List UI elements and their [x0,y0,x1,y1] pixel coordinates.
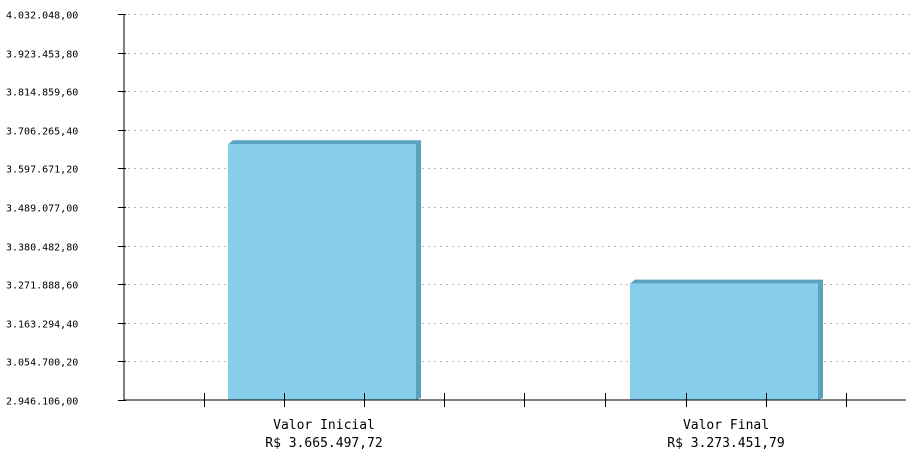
y-tick-label: 3.814.859,60 [6,88,78,99]
y-tick-label: 3.923.453,80 [6,50,78,61]
y-tick-label: 2.946.106,00 [6,397,78,408]
category-labels: Valor Inicial R$ 3.665.497,72 Valor Final R… [265,418,784,451]
y-tick-label: 3.706.265,40 [6,127,78,138]
category-label: Valor Inicial [273,418,375,433]
y-tick-label: 4.032.048,00 [6,11,78,22]
y-tick-label: 3.163.294,40 [6,320,78,331]
x-axis-ticks [204,393,847,407]
bars [228,140,823,400]
y-tick-label: 3.489.077,00 [6,204,78,215]
y-axis-ticks: 2.946.106,00 3.054.700,20 3.163.294,40 3.27… [6,11,126,408]
category-value-label: R$ 3.273.451,79 [667,436,784,451]
category-label: Valor Final [683,418,769,433]
y-tick-label: 3.380.482,80 [6,243,78,254]
category-value-label: R$ 3.665.497,72 [265,436,382,451]
bar [228,144,416,400]
axes [123,14,906,401]
y-tick-label: 3.271.888,60 [6,281,78,292]
y-tick-label: 3.054.700,20 [6,358,78,369]
y-tick-label: 3.597.671,20 [6,165,78,176]
bar [630,283,818,400]
